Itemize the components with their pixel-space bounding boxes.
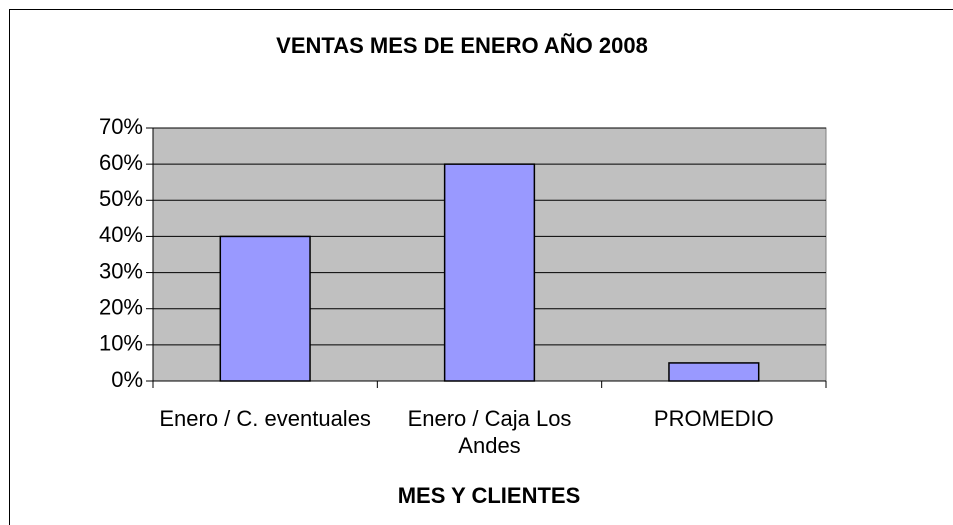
y-tick-label: 0% (111, 367, 143, 392)
x-axis-title: MES Y CLIENTES (398, 483, 581, 508)
y-tick-label: 10% (99, 331, 143, 356)
bar (668, 362, 760, 382)
y-tick-label: 30% (99, 258, 143, 283)
y-tick-label: 60% (99, 150, 143, 175)
y-tick-label: 40% (99, 222, 143, 247)
x-tick-label: Enero / C. eventuales (159, 406, 371, 431)
bar (219, 235, 311, 382)
y-tick-label: 20% (99, 295, 143, 320)
y-tick-label: 70% (99, 114, 143, 139)
x-tick-label: Enero / Caja Los Andes (407, 406, 572, 458)
y-tick-label: 50% (99, 186, 143, 211)
bar (443, 163, 536, 382)
chart-title: VENTAS MES DE ENERO AÑO 2008 (276, 33, 648, 58)
x-tick-label: PROMEDIO (653, 406, 774, 431)
